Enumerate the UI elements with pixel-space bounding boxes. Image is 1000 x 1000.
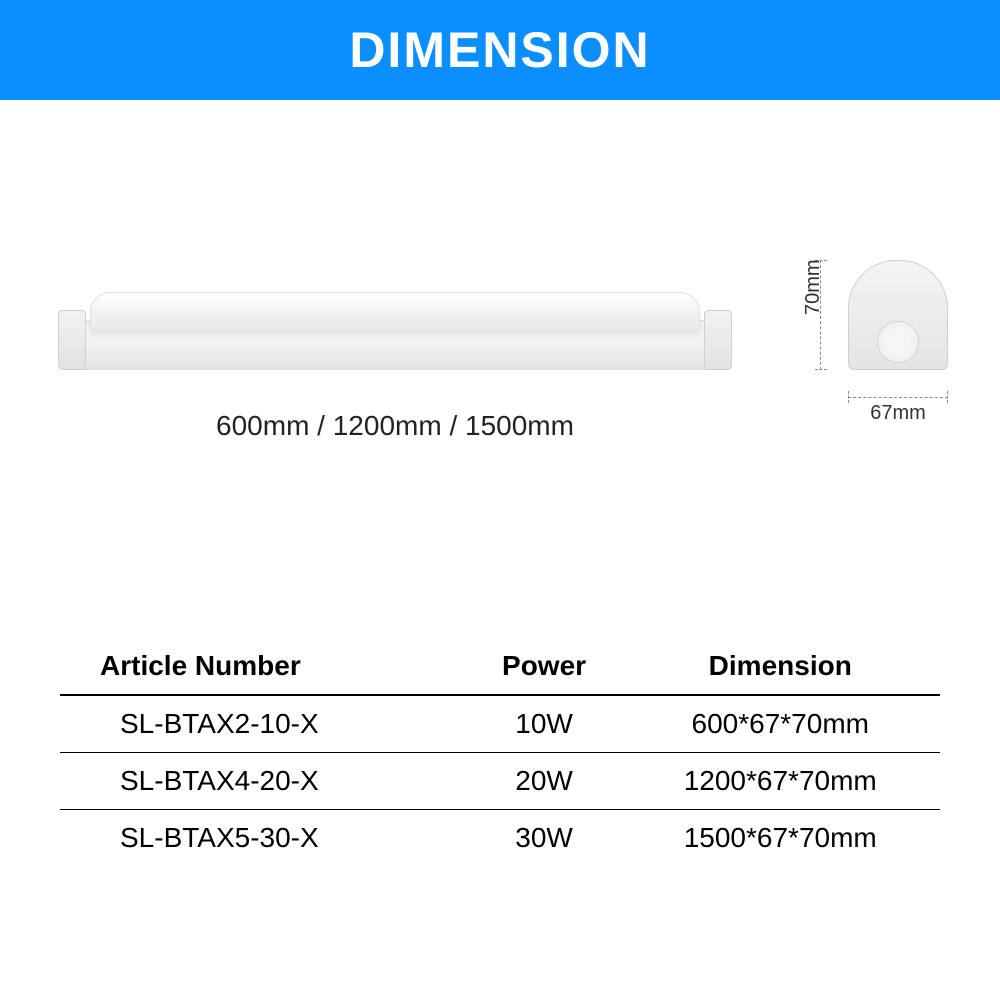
cell-power: 10W: [468, 695, 621, 753]
table-row: SL-BTAX5-30-X 30W 1500*67*70mm: [60, 810, 940, 867]
cell-power: 30W: [468, 810, 621, 867]
table-header-row: Article Number Power Dimension: [60, 640, 940, 695]
cell-article: SL-BTAX5-30-X: [60, 810, 468, 867]
tube-diffuser: [90, 292, 700, 332]
cell-article: SL-BTAX2-10-X: [60, 695, 468, 753]
length-dimension-label: 600mm / 1200mm / 1500mm: [60, 410, 730, 442]
width-dimension-label: 67mm: [848, 402, 948, 425]
height-dimension-label: 70mm: [802, 259, 825, 315]
cell-power: 20W: [468, 753, 621, 810]
product-front-view: [60, 280, 730, 370]
table-row: SL-BTAX4-20-X 20W 1200*67*70mm: [60, 753, 940, 810]
cell-dimension: 1500*67*70mm: [620, 810, 940, 867]
end-cap-body: [848, 260, 948, 370]
product-end-view: 70mm 67mm: [820, 260, 970, 440]
width-dimension-line: [848, 380, 948, 398]
table-row: SL-BTAX2-10-X 10W 600*67*70mm: [60, 695, 940, 753]
tube-endcap-right: [704, 310, 732, 370]
specification-table: Article Number Power Dimension SL-BTAX2-…: [60, 640, 940, 866]
section-title: DIMENSION: [349, 21, 650, 79]
section-title-banner: DIMENSION: [0, 0, 1000, 100]
tube-endcap-left: [58, 310, 86, 370]
cell-dimension: 600*67*70mm: [620, 695, 940, 753]
cell-dimension: 1200*67*70mm: [620, 753, 940, 810]
col-article: Article Number: [60, 640, 468, 695]
col-power: Power: [468, 640, 621, 695]
dimension-diagram: 600mm / 1200mm / 1500mm 70mm 67mm: [0, 100, 1000, 480]
cell-article: SL-BTAX4-20-X: [60, 753, 468, 810]
col-dimension: Dimension: [620, 640, 940, 695]
